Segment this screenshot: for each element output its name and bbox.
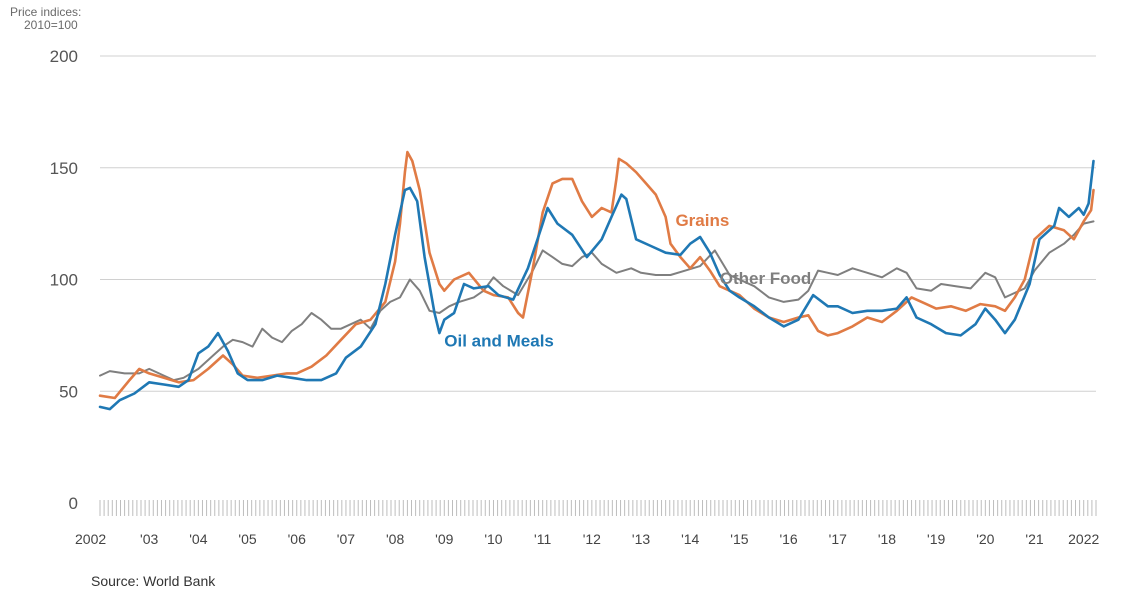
series-annotations: Grains Other Food Oil and Meals [444, 211, 811, 351]
x-tick-label: '13 [632, 531, 650, 547]
series-line-oil-and-meals [98, 159, 1095, 411]
annotation-grains: Grains [675, 211, 729, 230]
y-tick-label: 0 [69, 494, 78, 513]
x-tick-label: 2002 [75, 531, 106, 547]
y-axis-label-line-2: 2010=100 [24, 18, 78, 32]
x-tick-label: '16 [779, 531, 797, 547]
x-tick-label: '06 [288, 531, 306, 547]
y-tick-label: 100 [50, 271, 78, 290]
x-tick-label: '05 [238, 531, 256, 547]
x-tick-label: '03 [140, 531, 158, 547]
x-minor-ticks [99, 500, 1097, 516]
x-tick-label: '08 [386, 531, 404, 547]
y-tick-label: 150 [50, 159, 78, 178]
series-line-grains [98, 150, 1095, 400]
series-lines [98, 150, 1095, 411]
x-tick-label: '17 [829, 531, 847, 547]
x-tick-labels: 2002 '03 '04 '05 '06 '07 '08 '09 '10 '11 '12 '13 '14… [75, 531, 1099, 547]
x-tick-label: '11 [534, 531, 551, 547]
annotation-oil-and-meals: Oil and Meals [444, 332, 554, 351]
x-tick-label: '04 [189, 531, 207, 547]
x-tick-label: 2022 [1068, 531, 1099, 547]
x-tick-label: '12 [583, 531, 601, 547]
x-tick-label: '18 [878, 531, 896, 547]
y-tick-labels: 0 50 100 150 200 [50, 47, 78, 513]
gridlines [100, 55, 1096, 392]
x-tick-label: '15 [730, 531, 748, 547]
y-tick-label: 50 [59, 382, 78, 401]
y-tick-label: 200 [50, 47, 78, 66]
x-tick-label: '09 [435, 531, 453, 547]
x-tick-label: '07 [337, 531, 355, 547]
x-tick-label: '10 [484, 531, 502, 547]
x-tick-label: '21 [1025, 531, 1043, 547]
source-note: Source: World Bank [91, 573, 216, 589]
y-axis-label-line-1: Price indices: [10, 5, 82, 19]
x-tick-label: '20 [976, 531, 994, 547]
series-line-other-food [99, 220, 1095, 382]
x-tick-label: '19 [927, 531, 945, 547]
annotation-other-food: Other Food [720, 269, 812, 288]
x-tick-label: '14 [681, 531, 699, 547]
